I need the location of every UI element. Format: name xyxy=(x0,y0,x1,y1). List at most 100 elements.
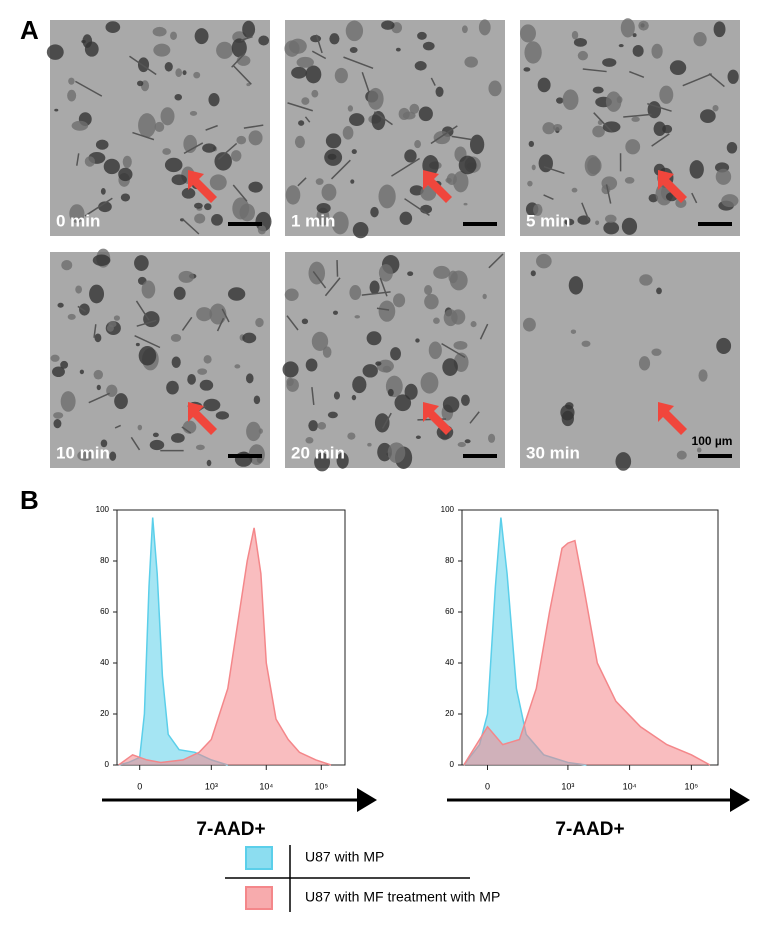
cell xyxy=(336,452,349,469)
cell xyxy=(153,43,171,57)
legend-swatch xyxy=(245,886,273,910)
cell xyxy=(234,364,241,369)
cell xyxy=(164,157,183,173)
cell xyxy=(203,398,221,412)
time-label: 1 min xyxy=(291,211,335,230)
cell xyxy=(305,437,314,444)
cell xyxy=(216,41,234,59)
cell xyxy=(285,185,301,205)
cell-process xyxy=(240,35,253,42)
scale-bar xyxy=(463,222,497,226)
cell-process xyxy=(543,194,554,200)
cell xyxy=(446,173,457,186)
cell-process xyxy=(682,73,712,87)
cell xyxy=(321,183,337,201)
cell xyxy=(89,284,105,304)
cell xyxy=(352,222,369,239)
cell xyxy=(234,451,253,467)
legend-label: U87 with MP xyxy=(305,849,384,865)
x-tick-label: 0 xyxy=(485,781,490,791)
x-tick-label: 10⁴ xyxy=(259,781,273,791)
cell-process xyxy=(221,308,230,323)
cell xyxy=(414,61,427,71)
cell xyxy=(331,211,349,235)
cell xyxy=(60,360,69,369)
cell xyxy=(556,97,564,104)
cell xyxy=(689,160,704,179)
cell xyxy=(433,131,451,145)
cell xyxy=(632,45,644,57)
cell xyxy=(662,124,673,134)
cell xyxy=(149,439,165,451)
y-tick-label: 40 xyxy=(445,658,454,667)
cell-process xyxy=(181,426,192,434)
cell xyxy=(203,355,212,364)
cell xyxy=(381,20,395,30)
cell xyxy=(171,356,181,368)
x-tick-label: 10⁵ xyxy=(314,781,328,791)
cell xyxy=(632,33,637,38)
cell xyxy=(333,391,340,400)
cell xyxy=(175,68,183,78)
cell xyxy=(322,346,332,358)
cell xyxy=(206,459,212,467)
cell xyxy=(448,270,458,284)
arrow xyxy=(423,402,452,435)
cell xyxy=(103,158,120,175)
cell xyxy=(461,25,468,34)
cell xyxy=(676,450,687,460)
cell-process xyxy=(451,135,473,141)
cell xyxy=(605,214,617,223)
cell xyxy=(227,287,246,301)
cell xyxy=(109,451,117,461)
cell-process xyxy=(304,116,311,123)
cell xyxy=(656,287,662,295)
cell xyxy=(404,149,417,163)
cell xyxy=(651,43,663,59)
cell xyxy=(258,35,270,46)
cell xyxy=(378,184,396,209)
cell-process xyxy=(232,184,248,202)
cell xyxy=(202,143,216,153)
cell-process xyxy=(181,316,193,331)
cell xyxy=(170,334,182,342)
cell xyxy=(349,285,362,301)
cell xyxy=(571,187,578,193)
cell xyxy=(624,177,635,184)
axis-arrowhead xyxy=(357,788,377,812)
cell xyxy=(387,388,394,397)
cell xyxy=(442,396,460,413)
cell-process xyxy=(582,68,607,73)
cell xyxy=(54,108,59,112)
cell-process xyxy=(381,412,392,429)
scale-label: 100 µm xyxy=(692,434,733,448)
cell xyxy=(422,155,439,176)
cell xyxy=(488,80,502,97)
cell xyxy=(651,348,662,356)
cell xyxy=(294,135,305,149)
cell xyxy=(301,97,310,105)
cell xyxy=(308,420,318,432)
cell xyxy=(284,288,299,301)
cell xyxy=(712,104,719,112)
cell xyxy=(194,28,209,45)
cell xyxy=(67,313,76,320)
cell xyxy=(726,141,738,154)
cell xyxy=(100,439,108,448)
cell xyxy=(602,121,621,133)
cell xyxy=(164,61,173,72)
cell xyxy=(615,452,632,471)
cell xyxy=(197,368,208,375)
arrow xyxy=(658,402,687,435)
cell xyxy=(189,110,198,116)
cell xyxy=(52,366,65,378)
cell xyxy=(625,139,641,155)
y-tick-label: 0 xyxy=(450,760,455,769)
cell-process xyxy=(605,184,612,204)
y-tick-label: 40 xyxy=(100,658,109,667)
cell xyxy=(570,329,577,334)
cell xyxy=(94,333,102,343)
cell xyxy=(305,358,318,372)
cell-process xyxy=(217,142,238,160)
